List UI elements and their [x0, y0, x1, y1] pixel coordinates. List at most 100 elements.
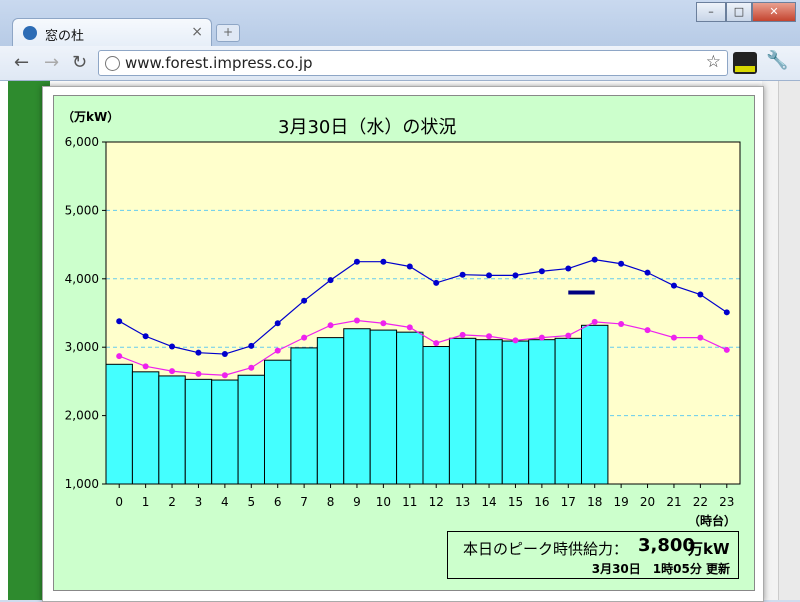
browser-tabstrip: 窓の杜 × + – □ ✕	[0, 0, 800, 47]
x-tick-label: 19	[613, 495, 628, 509]
series-point	[169, 368, 176, 375]
usage-bar	[158, 375, 186, 485]
series-point	[221, 351, 228, 358]
globe-icon	[105, 56, 120, 71]
series-point	[248, 342, 255, 349]
maximize-icon[interactable]: □	[726, 2, 752, 22]
series-point	[142, 363, 149, 370]
peak-supply-label: 本日のピーク時供給力：	[463, 540, 629, 558]
series-point	[169, 343, 176, 350]
series-line	[118, 319, 728, 376]
peak-supply-unit: 万kW	[688, 540, 730, 558]
forward-icon[interactable]: →	[44, 52, 60, 73]
series-point	[221, 372, 228, 379]
browser-tab[interactable]: 窓の杜 ×	[12, 18, 212, 47]
y-tick-label: 5,000	[65, 203, 99, 217]
y-tick-label: 2,000	[65, 409, 99, 423]
chart-title: 3月30日（水）の状況	[278, 117, 456, 138]
x-tick-label: 17	[561, 495, 576, 509]
usage-bar	[211, 379, 239, 485]
minimize-icon[interactable]: –	[696, 2, 726, 22]
series-point	[565, 332, 572, 339]
series-point	[486, 272, 493, 279]
series-point	[433, 279, 440, 286]
tab-close-icon[interactable]: ×	[191, 24, 203, 40]
x-tick-label: 18	[587, 495, 602, 509]
series-point	[433, 340, 440, 347]
series-point	[274, 320, 281, 327]
tab-title: 窓の杜	[45, 29, 85, 44]
x-axis-unit-label: （時台）	[688, 513, 736, 528]
series-point	[591, 256, 598, 263]
reload-icon[interactable]: ↻	[72, 52, 88, 73]
x-tick-label: 12	[429, 495, 444, 509]
wrench-menu-icon[interactable]: 🔧	[766, 50, 789, 71]
x-tick-label: 9	[353, 495, 361, 509]
plot-border	[105, 141, 741, 485]
extension-badge	[735, 66, 755, 72]
usage-bar	[501, 340, 530, 485]
x-tick-label: 5	[247, 495, 255, 509]
series-point	[274, 347, 281, 354]
series-point	[618, 260, 625, 267]
series-point	[538, 268, 545, 275]
series-point	[327, 277, 334, 284]
x-tick-label: 2	[168, 495, 176, 509]
series-point	[723, 309, 730, 316]
usage-bar	[422, 346, 450, 485]
peak-supply-box: 本日のピーク時供給力： 3,800 万kW 3月30日 1時05分 更新	[447, 531, 739, 579]
usage-bar	[554, 337, 582, 485]
url-text: www.forest.impress.co.jp	[125, 54, 313, 72]
usage-bar	[581, 324, 609, 485]
usage-bar	[343, 328, 371, 485]
series-point	[512, 337, 519, 344]
usage-bar	[316, 337, 345, 485]
series-point	[142, 333, 149, 340]
x-tick-label: 23	[719, 495, 734, 509]
x-tick-label: 16	[534, 495, 549, 509]
new-tab-icon[interactable]: +	[216, 24, 240, 42]
bookmark-star-icon[interactable]: ☆	[705, 52, 721, 72]
series-point	[723, 346, 730, 353]
back-icon[interactable]: ←	[14, 52, 30, 73]
series-point	[116, 318, 123, 325]
x-tick-label: 13	[455, 495, 470, 509]
series-point	[565, 265, 572, 272]
x-tick-label: 8	[327, 495, 335, 509]
series-point	[486, 333, 493, 340]
address-bar[interactable]: www.forest.impress.co.jp ☆	[98, 50, 728, 76]
usage-bar	[131, 371, 160, 485]
x-tick-label: 0	[115, 495, 123, 509]
usage-bar	[475, 339, 503, 485]
series-point	[327, 322, 334, 329]
usage-bar	[264, 359, 292, 485]
series-point	[459, 271, 466, 278]
x-tick-label: 15	[508, 495, 523, 509]
series-point	[697, 334, 704, 341]
x-tick-label: 11	[402, 495, 417, 509]
extension-button[interactable]	[733, 52, 757, 74]
series-point	[248, 364, 255, 371]
series-line	[118, 259, 728, 355]
series-point	[644, 327, 651, 334]
x-tick-label: 1	[142, 495, 150, 509]
y-tick-label: 4,000	[65, 272, 99, 286]
x-tick-label: 7	[300, 495, 308, 509]
series-point	[195, 349, 202, 356]
page-right-column	[762, 81, 778, 600]
close-window-icon[interactable]: ✕	[752, 2, 796, 22]
series-point	[116, 353, 123, 360]
x-tick-label: 14	[481, 495, 496, 509]
series-point	[591, 318, 598, 325]
x-tick-label: 10	[376, 495, 391, 509]
usage-bar	[105, 363, 133, 485]
series-point	[697, 291, 704, 298]
x-tick-label: 21	[666, 495, 681, 509]
series-point	[380, 320, 387, 327]
browser-toolbar: ← → ↻ www.forest.impress.co.jp ☆ 🔧	[0, 46, 800, 81]
series-point	[406, 263, 413, 270]
page-scrollbar[interactable]	[778, 81, 800, 600]
x-tick-label: 4	[221, 495, 229, 509]
series-point	[670, 282, 677, 289]
